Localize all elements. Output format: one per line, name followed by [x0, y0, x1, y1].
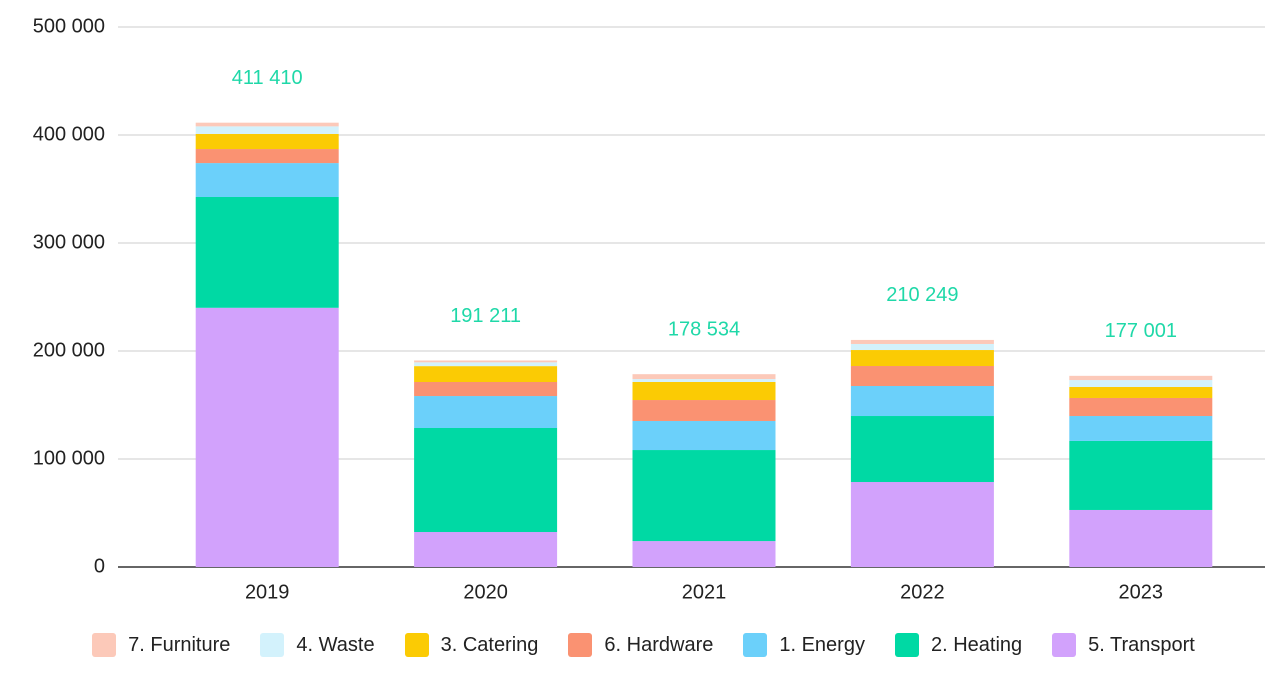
y-tick-label: 100 000 [33, 447, 105, 469]
legend-swatch [894, 633, 919, 657]
legend-label: 7. Furniture [128, 633, 231, 656]
legend-label: 1. Energy [779, 633, 865, 656]
bar-segment [414, 362, 558, 367]
legend-label: 4. Waste [296, 633, 375, 656]
x-tick-label: 2019 [245, 581, 290, 603]
bar-segment [195, 307, 339, 567]
legend-swatch [404, 633, 429, 657]
bar-segment [850, 385, 994, 417]
bar-segment [414, 428, 558, 533]
y-tick-label: 200 000 [33, 339, 105, 361]
bar-segment [1069, 375, 1213, 381]
bar-segment [1069, 440, 1213, 510]
bar-segment [414, 360, 558, 363]
bar-segment [195, 122, 339, 127]
y-tick-label: 0 [94, 555, 105, 577]
y-tick-label: 300 000 [33, 231, 105, 253]
bar-segment [1069, 416, 1213, 441]
legend-item: 2. Heating [894, 632, 1023, 658]
chart: 0 100 000 200 000 300 000 400 000 500 000 411 … [33, 15, 1265, 603]
bar-segment [850, 343, 994, 351]
total-label: 210 249 [886, 284, 958, 306]
bar-segment [850, 416, 994, 483]
bar-segment [1069, 380, 1213, 387]
total-label: 191 211 [450, 305, 521, 327]
legend: 7. Furniture 4. Waste 3. Catering 6. Hardwa… [0, 632, 1287, 658]
legend-swatch [743, 633, 768, 657]
bar-segment [632, 541, 776, 567]
bar-segment [195, 196, 339, 308]
y-tick-label: 400 000 [33, 123, 105, 145]
legend-item: 5. Transport [1052, 632, 1195, 658]
bar-segment [195, 149, 339, 164]
bar-segment [414, 366, 558, 382]
bar-segment [632, 400, 776, 421]
bar-segment [414, 381, 558, 397]
bar-segment [632, 374, 776, 380]
legend-swatch [1052, 633, 1077, 657]
legend-item: 1. Energy [743, 632, 865, 658]
bar-segment [1069, 509, 1213, 567]
bar-segment [195, 163, 339, 197]
bar-segment [850, 366, 994, 386]
bar-segment [632, 450, 776, 542]
legend-swatch [92, 633, 117, 657]
legend-item: 6. Hardware [568, 632, 713, 658]
total-label: 177 001 [1105, 320, 1177, 342]
legend-item: 7. Furniture [92, 632, 230, 658]
x-tick-label: 2021 [682, 581, 727, 603]
bar-segment [850, 482, 994, 567]
legend-label: 5. Transport [1088, 633, 1195, 656]
legend-swatch [568, 633, 593, 657]
legend-swatch [260, 633, 285, 657]
bar-segment [195, 133, 339, 150]
bar-segment [632, 379, 776, 382]
bar-segment [1069, 397, 1213, 417]
legend-item: 3. Catering [404, 632, 539, 658]
total-label: 178 534 [668, 318, 740, 340]
bar-segment [850, 339, 994, 344]
legend-label: 3. Catering [440, 633, 539, 656]
bar-segment [195, 126, 339, 134]
legend-label: 6. Hardware [604, 633, 714, 656]
y-tick-label: 500 000 [33, 15, 105, 37]
legend-item: 4. Waste [260, 632, 375, 658]
bar-segment [850, 350, 994, 367]
total-label: 411 410 [232, 67, 303, 89]
x-tick-label: 2022 [900, 581, 945, 603]
x-tick-label: 2020 [463, 581, 508, 603]
bar-segment [414, 396, 558, 429]
bar-segment [414, 532, 558, 567]
bar-segment [632, 420, 776, 451]
bar-segment [1069, 386, 1213, 398]
legend-label: 2. Heating [930, 633, 1023, 656]
bar-segment [632, 381, 776, 401]
x-tick-label: 2023 [1119, 581, 1164, 603]
